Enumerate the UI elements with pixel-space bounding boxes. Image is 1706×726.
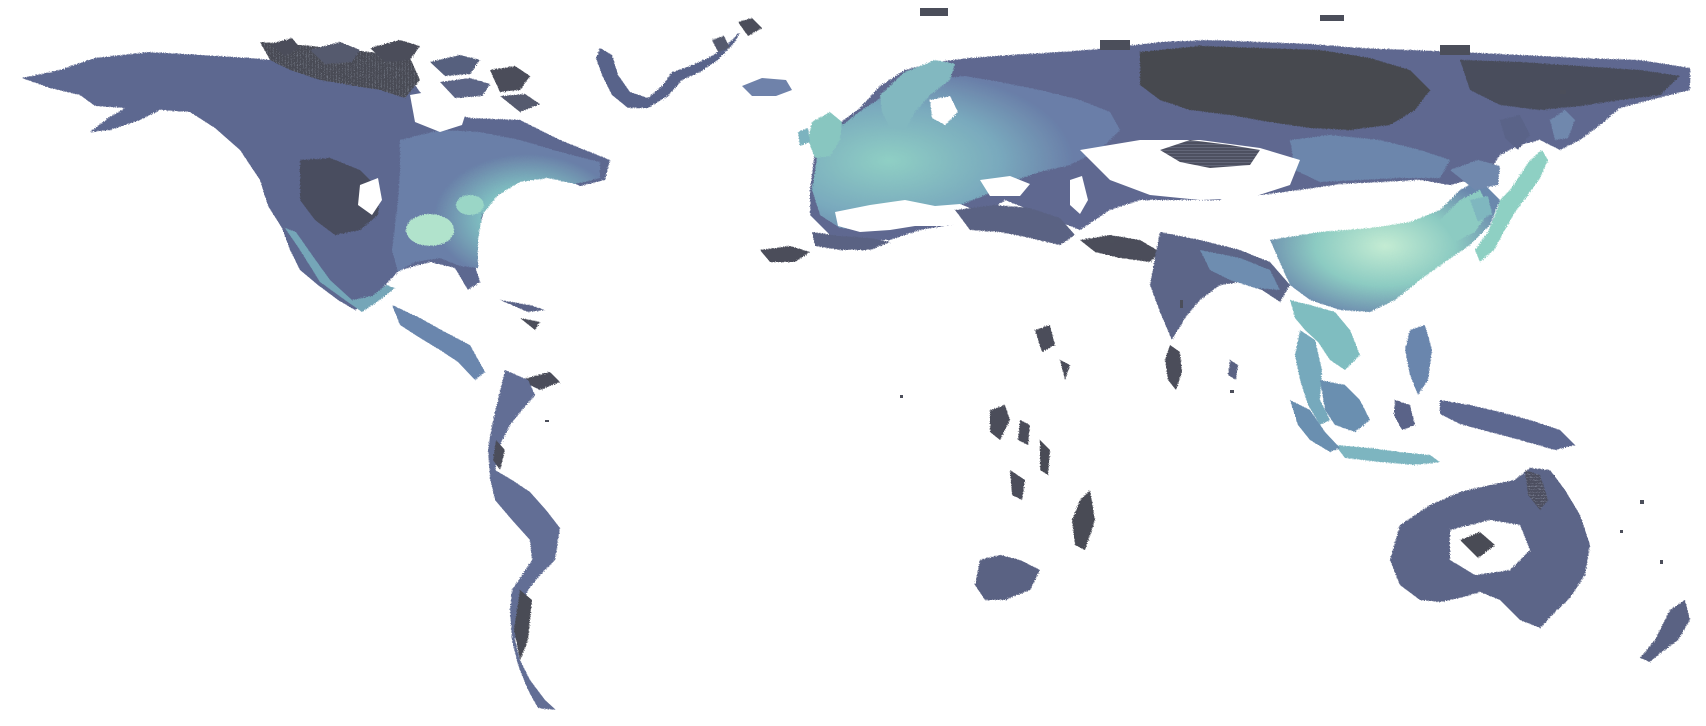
arctic-islands	[270, 38, 540, 112]
north-africa	[760, 232, 890, 262]
scandinavia	[880, 60, 958, 130]
scattered-islands	[545, 8, 1663, 564]
south-america	[488, 370, 560, 710]
british-isles	[798, 112, 842, 158]
australia	[1390, 468, 1590, 628]
new-zealand	[1640, 600, 1690, 662]
east-asia	[1270, 115, 1530, 312]
central-america	[392, 300, 560, 390]
middle-east	[955, 205, 1160, 262]
iceland	[742, 78, 792, 96]
africa-fragments	[975, 325, 1095, 600]
japan	[1475, 110, 1575, 262]
southeast-asia	[1290, 300, 1575, 465]
greenland	[596, 18, 762, 108]
south-asia	[1150, 232, 1290, 390]
